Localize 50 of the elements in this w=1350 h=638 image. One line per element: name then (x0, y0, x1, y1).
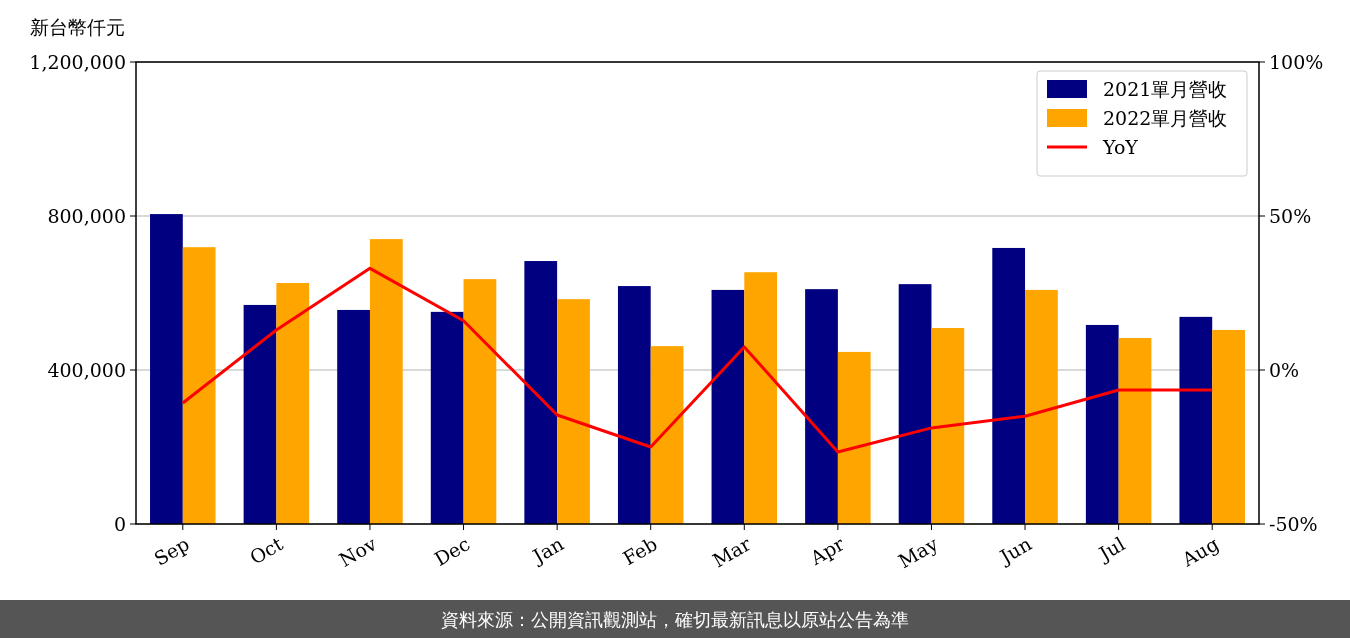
y-tick-label: 1,200,000 (29, 50, 126, 73)
bar (524, 261, 558, 524)
y2-tick-label: 0% (1269, 358, 1300, 381)
x-tick-label: Apr (805, 531, 849, 570)
bar (898, 284, 932, 524)
x-tick-label: Jan (527, 532, 568, 569)
x-tick-label: Jul (1093, 532, 1129, 566)
x-tick-label: Feb (618, 532, 661, 570)
legend-label: 2021單月營收 (1103, 77, 1228, 100)
bar (711, 289, 745, 524)
legend-label: YoY (1102, 135, 1139, 158)
x-tick-label: Jun (994, 532, 1036, 569)
bar (744, 272, 778, 524)
legend-label: 2022單月營收 (1103, 106, 1228, 129)
line-series (181, 266, 1214, 454)
y-tick-label: 800,000 (47, 204, 126, 227)
bar (1025, 289, 1058, 524)
bar (805, 289, 838, 524)
bar (650, 346, 684, 524)
x-tick-label: Mar (708, 531, 756, 572)
y-tick-label: 0 (113, 512, 126, 535)
x-tick-label: Dec (430, 532, 474, 571)
bar (1118, 338, 1152, 524)
bar (1212, 329, 1245, 524)
bar (276, 282, 310, 524)
x-tick-label: Sep (150, 532, 193, 570)
bar (337, 309, 370, 524)
source-note: 資料來源：公開資訊觀測站，確切最新訊息以原站公告為準 (441, 609, 909, 631)
x-tick-label: Aug (1177, 532, 1223, 572)
bar (463, 279, 497, 524)
bar (557, 299, 590, 524)
bar (992, 247, 1026, 524)
y2-tick-label: -50% (1269, 512, 1318, 535)
bar (430, 311, 464, 524)
bar (243, 304, 277, 524)
bar (369, 239, 403, 524)
y-tick-label: 400,000 (47, 358, 126, 381)
bar (1179, 316, 1213, 524)
bar (837, 351, 871, 524)
bar (150, 214, 183, 524)
bar (617, 286, 651, 524)
bar (1085, 324, 1119, 524)
y-axis-title: 新台幣仟元 (30, 16, 125, 38)
bar (182, 247, 216, 524)
x-tick-label: Oct (246, 532, 287, 569)
y2-tick-label: 50% (1269, 204, 1312, 227)
x-tick-label: May (894, 532, 942, 573)
y2-tick-label: 100% (1269, 50, 1324, 73)
x-tick-label: Nov (335, 532, 381, 571)
bar (931, 328, 965, 524)
